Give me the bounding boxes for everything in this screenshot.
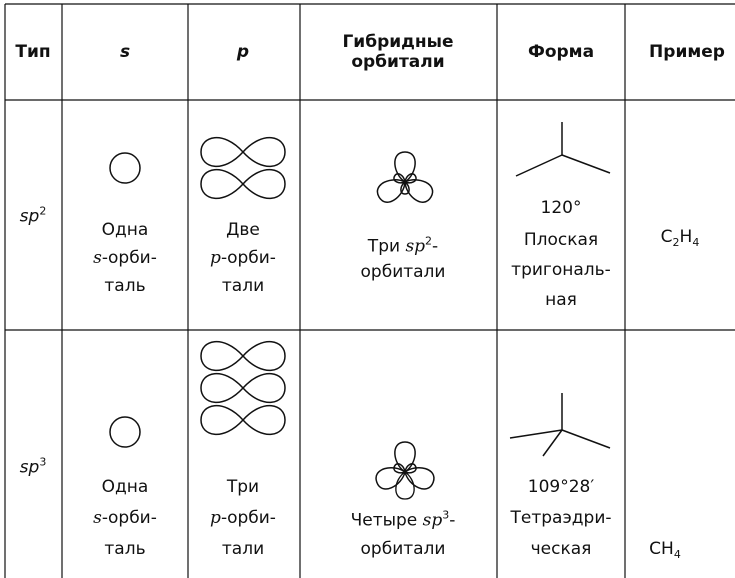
header-cell: Форма [527, 42, 595, 62]
text: Три [226, 477, 260, 497]
text: 2 [425, 234, 433, 248]
text: 3 [442, 508, 450, 522]
type: sp [19, 206, 40, 227]
text: s [93, 248, 102, 268]
p-orbitals [200, 136, 286, 200]
text: - [432, 236, 439, 257]
text: 120° [540, 198, 582, 218]
text: 4 [692, 236, 700, 250]
example: CH4 [649, 539, 681, 565]
text: Три sp2- [368, 232, 438, 257]
header-cell: Пример [649, 42, 725, 62]
type: sp [19, 457, 40, 478]
text: Три [367, 236, 406, 257]
text: p-орби- [210, 248, 276, 268]
header-cell: Гибридные орбитали [342, 32, 454, 72]
type-cell: sp3 [20, 453, 47, 478]
borders [4, 3, 735, 578]
tetrahedral-shape [509, 393, 611, 457]
text: sp [422, 510, 443, 531]
header-cell: Тип [15, 42, 51, 62]
text: s-орби- [93, 508, 157, 528]
text: ная [545, 290, 577, 310]
text: - [449, 510, 456, 531]
sp3-orbitals [372, 441, 438, 500]
text: 2 [672, 236, 680, 250]
header-cell: s [119, 42, 131, 62]
text: CH [649, 538, 674, 559]
text: p [210, 508, 221, 528]
text: таль [104, 276, 146, 296]
text: s [93, 508, 102, 528]
p-orbitals [200, 340, 286, 436]
text: тали [221, 276, 265, 296]
sp2-orbitals [373, 151, 437, 207]
text: тригональ- [511, 260, 611, 280]
text: H [679, 226, 693, 247]
text: -орби- [220, 508, 276, 528]
header-cell: p [236, 42, 250, 62]
text: 109°28′ [527, 477, 595, 497]
text: sp [405, 236, 426, 257]
text: тали [221, 539, 265, 559]
text: таль [104, 539, 146, 559]
text: Тетраэдри- [510, 508, 612, 528]
text: 4 [673, 548, 681, 562]
text: орбитали [360, 539, 446, 559]
s-orbital [109, 416, 141, 448]
trigonal-shape [515, 122, 611, 177]
type-cell: sp2 [20, 202, 47, 227]
type-sup: 2 [39, 204, 47, 218]
text: орбитали [360, 262, 446, 282]
text: Четыре sp3- [351, 506, 456, 531]
text: s-орби- [93, 248, 157, 268]
example: C2H4 [661, 227, 700, 253]
text: ческая [530, 539, 592, 559]
text: C [660, 226, 673, 247]
text: -орби- [101, 508, 157, 528]
text: -орби- [101, 248, 157, 268]
text: Плоская [523, 230, 599, 250]
text: p-орби- [210, 508, 276, 528]
s-orbital [109, 152, 141, 184]
text: Две [226, 220, 260, 240]
text: p [210, 248, 221, 268]
text: Четыре [350, 510, 423, 531]
text: Одна [101, 220, 149, 240]
type-sup: 3 [39, 455, 47, 469]
text: -орби- [220, 248, 276, 268]
text: Одна [101, 477, 149, 497]
